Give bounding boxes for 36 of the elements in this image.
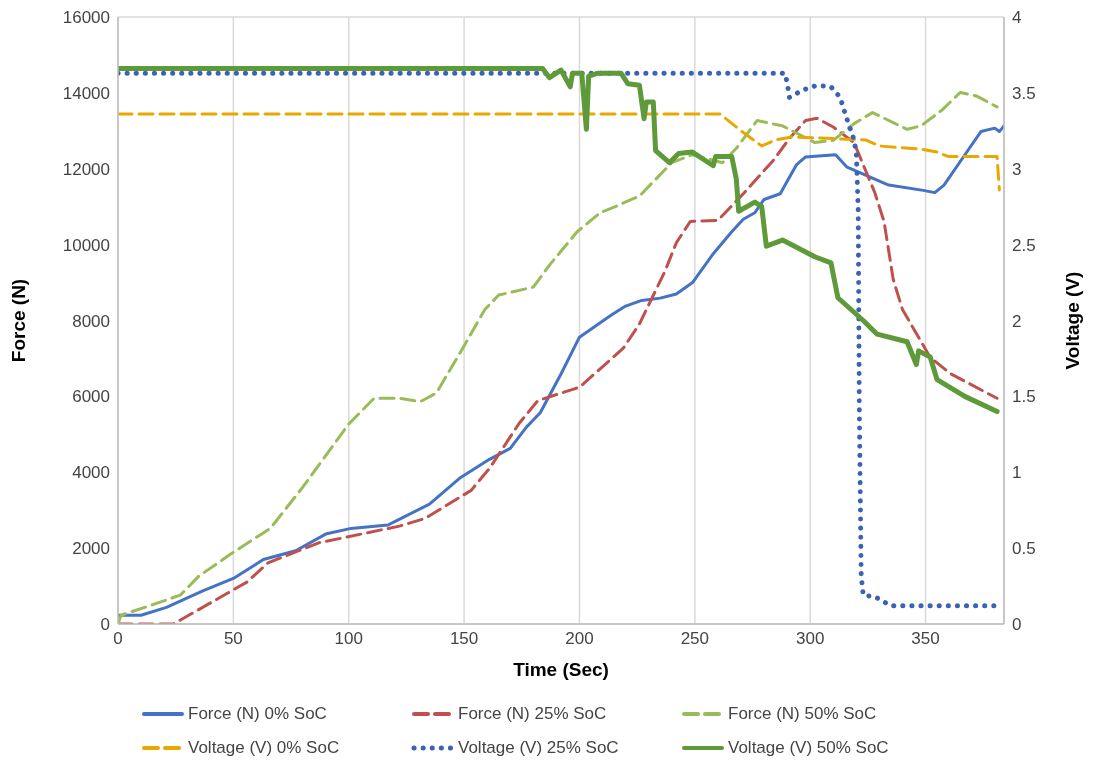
- y-tick-label: 14000: [62, 83, 110, 103]
- y-axis-title: Force (N): [7, 278, 29, 363]
- x-tick-label: 100: [334, 629, 363, 649]
- y2-tick-label: 0.5: [1012, 539, 1036, 559]
- y2-tick-label: 3.5: [1012, 83, 1036, 103]
- y-tick-label: 4000: [72, 463, 110, 483]
- y2-tick-label: 3: [1012, 159, 1022, 179]
- line-series: [118, 112, 1001, 192]
- y2-tick-label: 2: [1012, 311, 1022, 331]
- y-tick-label: 12000: [62, 159, 110, 179]
- x-tick-label: 200: [565, 629, 594, 649]
- x-tick-label: 0: [113, 629, 123, 649]
- y2-tick-label: 2.5: [1012, 235, 1036, 255]
- y2-axis-title: Voltage (V): [1061, 271, 1083, 370]
- legend-label: Force (N) 50% SoC: [728, 704, 877, 724]
- x-tick-label: 300: [796, 629, 825, 649]
- y-tick-label: 10000: [62, 235, 110, 255]
- x-tick-label: 250: [680, 629, 710, 649]
- legend-label: Force (N) 25% SoC: [458, 704, 607, 724]
- y2-tick-label: 4: [1012, 8, 1022, 28]
- y2-tick-label: 1.5: [1012, 387, 1036, 407]
- legend-label: Voltage (V) 25% SoC: [458, 738, 619, 758]
- legend-label: Voltage (V) 50% SoC: [728, 738, 889, 758]
- y-tick-label: 2000: [72, 539, 110, 559]
- y-tick-label: 16000: [62, 8, 110, 28]
- y2-tick-label: 0: [1012, 615, 1022, 635]
- y-tick-label: 6000: [72, 387, 110, 407]
- x-axis-title: Time (Sec): [513, 659, 609, 680]
- y-tick-label: 8000: [72, 311, 110, 331]
- x-tick-label: 50: [223, 629, 243, 649]
- y-tick-label: 0: [100, 615, 110, 635]
- x-tick-label: 150: [449, 629, 479, 649]
- x-tick-label: 350: [911, 629, 940, 649]
- legend-label: Voltage (V) 0% SoC: [188, 738, 340, 758]
- legend-label: Force (N) 0% SoC: [188, 704, 327, 724]
- y2-tick-label: 1: [1012, 463, 1022, 483]
